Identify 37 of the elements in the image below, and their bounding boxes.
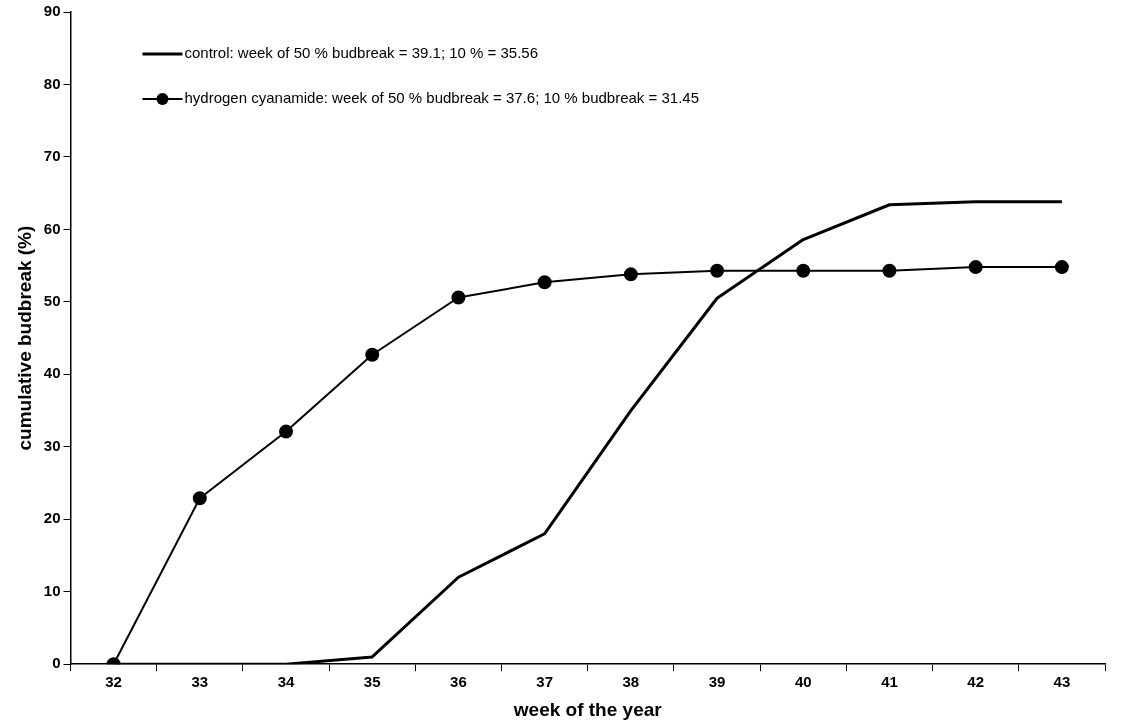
- x-tick-label: 33: [191, 673, 209, 691]
- y-tick-label: 60: [43, 219, 61, 237]
- y-tick-label: 0: [52, 654, 61, 672]
- y-axis-title: cumulative budbreak (%): [13, 225, 35, 451]
- y-tick-label: 70: [43, 147, 61, 165]
- point: [968, 260, 983, 275]
- y-tick-label: 90: [43, 2, 61, 20]
- x-tick-label: 42: [967, 673, 985, 691]
- x-tick-label: 40: [794, 673, 812, 691]
- point: [623, 267, 638, 282]
- y-tick-label: 80: [43, 74, 61, 92]
- point: [710, 263, 725, 278]
- y-tick-label: 10: [43, 581, 61, 599]
- y-tick-label: 30: [43, 436, 61, 454]
- point: [1054, 260, 1069, 275]
- y-tick-label: 20: [43, 509, 61, 527]
- x-tick-label: 39: [708, 673, 726, 691]
- point: [796, 263, 811, 278]
- x-tick-label: 36: [450, 673, 467, 691]
- point: [882, 263, 897, 278]
- x-tick-label: 43: [1053, 673, 1071, 691]
- x-tick-label: 34: [277, 673, 296, 691]
- point: [365, 347, 380, 362]
- x-axis-title: week of the year: [512, 698, 663, 720]
- point: [279, 424, 294, 439]
- point: [451, 290, 466, 305]
- y-tick-label: 50: [43, 292, 61, 310]
- legend-label: control: week of 50 % budbreak = 39.1; 10 % = 35.56: [184, 44, 539, 62]
- y-tick-label: 40: [43, 364, 61, 382]
- legend-label: hydrogen cyanamide: week of 50 % budbreak = 37.6; 10 % budbreak = 31.45: [184, 89, 700, 107]
- x-tick-label: 38: [622, 673, 640, 691]
- point: [537, 275, 552, 290]
- x-tick-label: 37: [536, 673, 553, 691]
- x-tick-label: 41: [881, 673, 898, 691]
- x-tick-label: 32: [105, 673, 122, 691]
- point: [192, 491, 207, 506]
- x-tick-label: 35: [363, 673, 381, 691]
